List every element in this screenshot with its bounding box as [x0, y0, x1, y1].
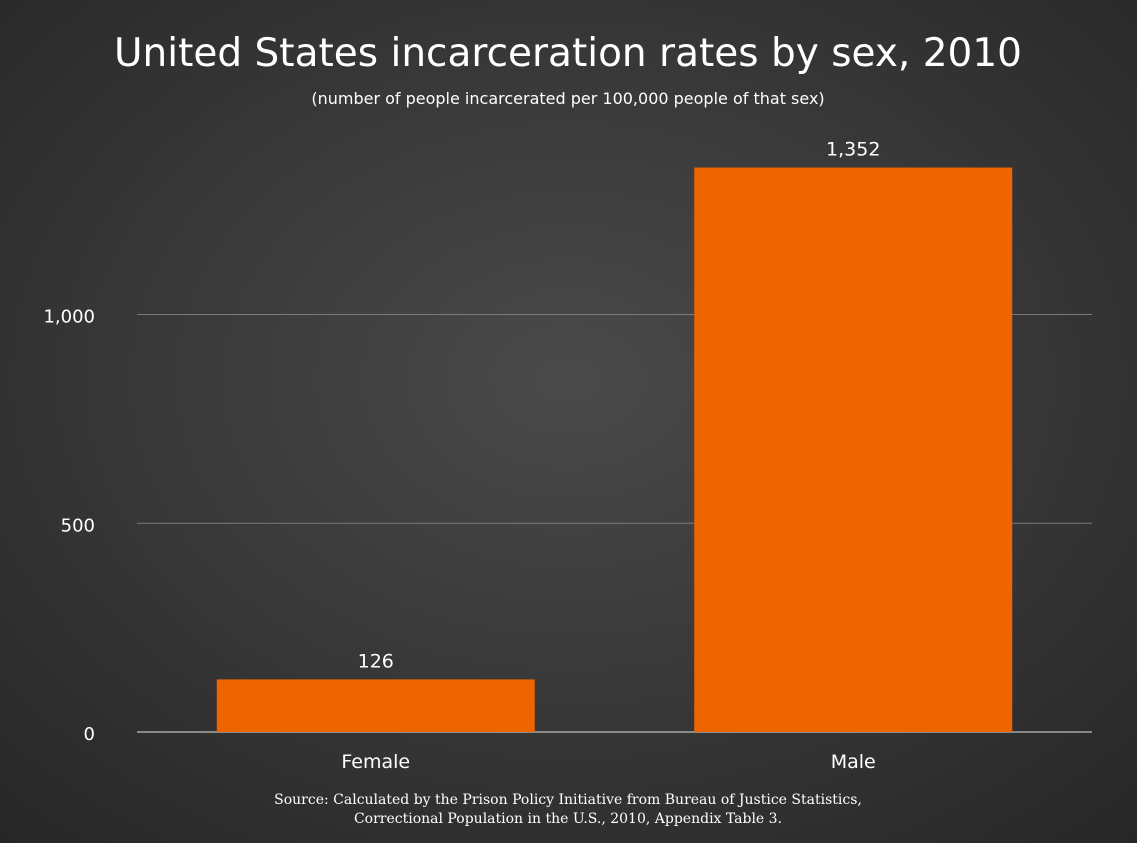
y-tick-label: 500 — [61, 515, 95, 536]
source-note-line-2: Correctional Population in the U.S., 201… — [354, 811, 782, 827]
y-tick-label: 1,000 — [43, 307, 95, 328]
data-label: 126 — [358, 650, 394, 672]
x-tick-label: Male — [831, 751, 876, 773]
x-tick-label: Female — [341, 751, 410, 773]
chart-subtitle: (number of people incarcerated per 100,0… — [311, 89, 824, 108]
source-note-line-1: Source: Calculated by the Prison Policy … — [274, 792, 862, 808]
x-axis-ticks: Female Male — [341, 751, 875, 773]
data-label: 1,352 — [826, 139, 880, 161]
data-labels: 126 1,352 — [358, 139, 881, 673]
y-axis-ticks: 0 500 1,000 — [43, 307, 95, 746]
chart-title: United States incarceration rates by sex… — [114, 31, 1022, 76]
bar-male — [694, 167, 1013, 733]
bars — [216, 167, 1013, 733]
y-tick-label: 0 — [84, 724, 95, 745]
bar-female — [216, 679, 535, 732]
